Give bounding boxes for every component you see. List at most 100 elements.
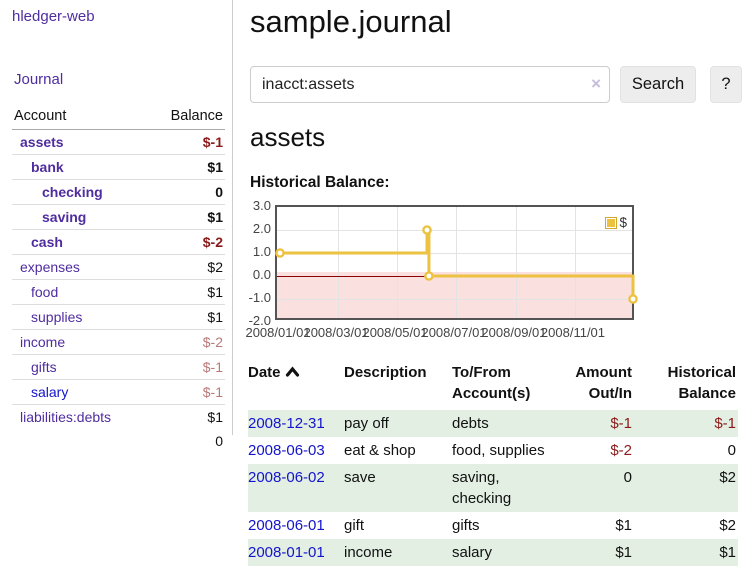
description-column-header: Description: [344, 364, 427, 381]
transaction-amount: $-1: [610, 415, 632, 432]
account-balance: $-2: [148, 229, 225, 255]
transaction-accounts: saving, checking: [452, 469, 512, 507]
transaction-balance: $1: [719, 544, 736, 561]
x-tick-label: 2008/09/01: [481, 325, 547, 340]
account-table-header-row: Account Balance: [12, 104, 225, 130]
total-spacer: [12, 429, 149, 453]
transaction-date-cell: 2008-12-31: [248, 410, 344, 437]
search-form: × Search ?: [250, 66, 742, 104]
account-link[interactable]: salary: [31, 384, 69, 400]
transaction-row: 2008-06-01 gift gifts $1 $2: [248, 512, 738, 539]
account-link[interactable]: assets: [20, 134, 64, 150]
h-gridline: [277, 230, 632, 231]
transaction-description: save: [344, 469, 376, 486]
account-link[interactable]: checking: [42, 184, 103, 200]
transaction-date-cell: 2008-01-01: [248, 539, 344, 566]
transaction-date-link[interactable]: 2008-06-01: [248, 517, 325, 534]
data-point-marker: [275, 248, 285, 258]
balance-column-header: Balance: [148, 104, 225, 130]
account-column-header: Account: [12, 104, 149, 130]
v-gridline: [456, 207, 458, 318]
account-balance: $1: [148, 304, 225, 330]
account-balance: $-1: [148, 354, 225, 380]
legend-label: $: [619, 215, 627, 230]
negative-region: [277, 272, 632, 318]
y-tick-label: 0.0: [252, 267, 271, 282]
chart-title: Historical Balance:: [250, 174, 390, 191]
transaction-amount: $1: [615, 544, 632, 561]
account-link[interactable]: expenses: [20, 259, 80, 275]
v-gridline: [574, 207, 576, 318]
transaction-description: income: [344, 544, 393, 561]
account-link[interactable]: cash: [31, 234, 63, 250]
account-balance: $-2: [148, 329, 225, 355]
sidebar: hledger-web Journal Account Balance asse…: [0, 0, 233, 449]
account-link[interactable]: supplies: [31, 309, 83, 325]
data-point-marker: [422, 225, 432, 235]
search-input-wrap: ×: [250, 66, 610, 103]
sidebar-account-row: cash $-2: [12, 229, 225, 255]
x-tick-label: 2008/07/01: [421, 325, 487, 340]
account-balance: $1: [148, 404, 225, 429]
sidebar-item-journal[interactable]: Journal: [14, 71, 64, 88]
transaction-date-link[interactable]: 2008-01-01: [248, 544, 325, 561]
transaction-date-link[interactable]: 2008-06-02: [248, 469, 325, 486]
sidebar-account-row: checking 0: [12, 179, 225, 205]
account-link[interactable]: bank: [31, 159, 64, 175]
transaction-date-link[interactable]: 2008-12-31: [248, 415, 325, 432]
account-link[interactable]: food: [31, 284, 59, 300]
register-table: Date Description To/From Account(s) Amou…: [248, 360, 738, 566]
account-balance: $1: [148, 279, 225, 305]
v-gridline: [515, 207, 517, 318]
sidebar-account-row: liabilities:debts $1: [12, 404, 225, 429]
transaction-description: gift: [344, 517, 365, 534]
account-link[interactable]: saving: [42, 209, 87, 225]
help-button[interactable]: ?: [710, 66, 742, 103]
x-tick-label: 2008/05/01: [362, 325, 428, 340]
y-tick-label: 2.0: [252, 221, 271, 236]
account-balance: $2: [148, 254, 225, 280]
transaction-date-link[interactable]: 2008-06-03: [248, 442, 325, 459]
transaction-row: 2008-06-03 eat & shop food, supplies $-2 0: [248, 437, 738, 464]
x-tick-label: 2008/01/01: [245, 325, 311, 340]
x-tick-label: 2008/03/01: [303, 325, 369, 340]
transaction-balance: $2: [719, 469, 736, 486]
sidebar-account-row: salary $-1: [12, 379, 225, 405]
transaction-amount: $1: [615, 517, 632, 534]
register-header-row: Date Description To/From Account(s) Amou…: [248, 360, 738, 410]
account-link[interactable]: liabilities:debts: [20, 409, 112, 425]
account-balance: $-1: [202, 134, 223, 150]
clear-search-icon[interactable]: ×: [591, 74, 601, 93]
search-button[interactable]: Search: [620, 66, 696, 103]
sidebar-account-row: gifts $-1: [12, 354, 225, 380]
total-row: 0: [12, 429, 225, 453]
transaction-description: eat & shop: [344, 442, 416, 459]
h-gridline: [277, 299, 632, 300]
main-content: sample.journal × Search ? assets Histori…: [245, 0, 742, 582]
chart-legend: $: [603, 214, 629, 231]
account-link[interactable]: gifts: [31, 359, 57, 375]
transaction-balance: $-1: [714, 415, 736, 432]
page-title: sample.journal: [250, 4, 452, 39]
data-point-marker: [424, 271, 434, 281]
sort-asc-icon: [285, 366, 299, 377]
transaction-date-cell: 2008-06-02: [248, 464, 344, 512]
search-input[interactable]: [250, 66, 610, 103]
date-column-header[interactable]: Date: [248, 360, 344, 410]
y-tick-label: 1.0: [252, 244, 271, 259]
sidebar-account-row: expenses $2: [12, 254, 225, 280]
transaction-accounts: food, supplies: [452, 442, 545, 459]
chart-plot-area: $: [275, 205, 638, 320]
legend-swatch-icon: [605, 216, 618, 229]
transaction-row: 2008-06-02 save saving, checking 0 $2: [248, 464, 738, 512]
x-tick-label: 2008/11/01: [540, 325, 606, 340]
v-gridline: [338, 207, 340, 318]
sidebar-account-row: food $1: [12, 279, 225, 305]
sidebar-account-row: supplies $1: [12, 304, 225, 330]
transaction-amount: $-2: [610, 442, 632, 459]
brand-link[interactable]: hledger-web: [12, 8, 95, 25]
account-link[interactable]: income: [20, 334, 66, 350]
account-balance: $-1: [148, 379, 225, 405]
h-gridline: [277, 253, 632, 254]
